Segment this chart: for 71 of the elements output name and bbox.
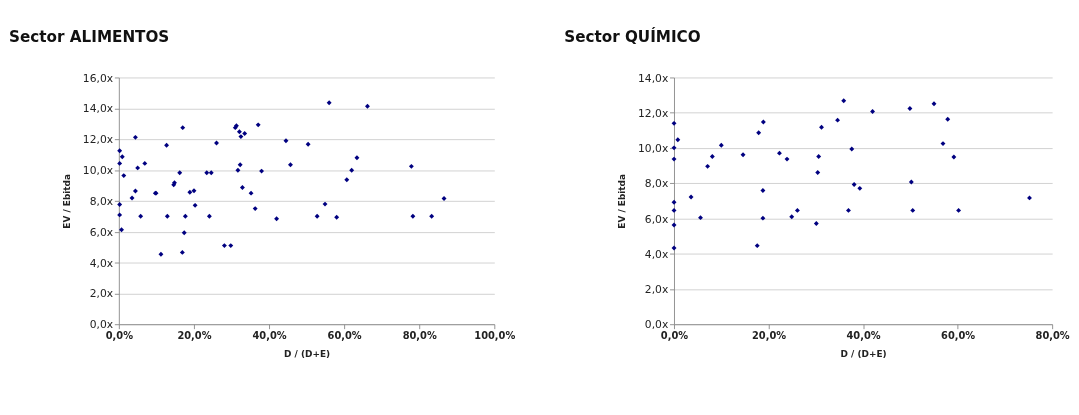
point <box>813 221 819 226</box>
point <box>671 207 677 213</box>
y-tick-label: 10,0x <box>82 164 114 178</box>
point <box>794 207 800 213</box>
point <box>849 146 855 152</box>
point <box>688 194 694 200</box>
x-tick-label: 20,0% <box>177 330 212 341</box>
point <box>740 152 746 158</box>
x-tick-label: 0,0% <box>105 330 134 341</box>
x-tick-label: 80,0% <box>1035 330 1070 341</box>
x-tick-label: 60,0% <box>327 330 362 341</box>
x-tick-label: 40,0% <box>846 330 881 341</box>
point <box>671 199 677 205</box>
y-tick-label: 12,0x <box>638 106 669 120</box>
y-axis-title: EV / Ebitda <box>617 173 628 229</box>
y-tick-label: 14,0x <box>638 71 669 85</box>
point <box>671 120 677 126</box>
point <box>910 207 916 213</box>
x-tick-label: 80,0% <box>402 330 437 341</box>
y-tick-label: 6,0x <box>644 212 669 226</box>
point <box>857 185 863 191</box>
y-tick-label: 16,0x <box>82 71 114 85</box>
y-tick-label: 10,0x <box>638 142 669 156</box>
point <box>754 243 760 249</box>
point <box>907 106 913 111</box>
y-tick-label: 2,0x <box>89 287 114 301</box>
point <box>705 163 711 169</box>
point <box>956 207 962 213</box>
point <box>851 182 857 187</box>
point <box>756 130 762 136</box>
point <box>931 101 937 107</box>
y-axis-title: EV / Ebitda <box>62 173 73 229</box>
point <box>815 170 821 175</box>
y-tick-label: 0,0x <box>89 318 114 332</box>
point <box>1027 195 1032 201</box>
y-tick-label: 0,0x <box>644 318 669 332</box>
point <box>951 154 957 160</box>
y-tick-label: 4,0x <box>644 247 669 261</box>
point <box>819 124 824 130</box>
point <box>870 109 876 114</box>
point <box>908 179 914 185</box>
point <box>760 215 766 221</box>
point <box>760 188 766 193</box>
chart-title: Sector QUÍMICO <box>564 26 701 46</box>
point <box>671 156 677 162</box>
x-tick-label: 0,0% <box>660 330 689 341</box>
point <box>671 222 677 228</box>
y-tick-label: 12,0x <box>82 133 114 147</box>
point <box>777 150 782 156</box>
x-tick-label: 60,0% <box>941 330 976 341</box>
y-tick-label: 6,0x <box>89 225 114 239</box>
x-axis-title: D / (D+E) <box>840 348 887 359</box>
point <box>940 141 946 147</box>
point <box>816 154 822 159</box>
point <box>784 156 790 162</box>
y-tick-label: 8,0x <box>644 177 669 191</box>
x-tick-label: 40,0% <box>252 330 287 341</box>
x-tick-label: 20,0% <box>751 330 787 341</box>
point <box>698 215 703 221</box>
y-tick-label: 8,0x <box>89 194 114 208</box>
x-axis-title: D / (D+E) <box>284 348 331 359</box>
y-tick-label: 4,0x <box>89 256 114 270</box>
x-tick-label: 100,0% <box>474 330 516 341</box>
y-tick-label: 2,0x <box>644 283 669 297</box>
point <box>846 207 851 213</box>
chart-title: Sector ALIMENTOS <box>9 27 170 46</box>
point <box>709 154 715 159</box>
point <box>671 245 677 251</box>
point <box>835 117 841 123</box>
point <box>945 116 951 122</box>
y-tick-label: 14,0x <box>82 102 114 116</box>
